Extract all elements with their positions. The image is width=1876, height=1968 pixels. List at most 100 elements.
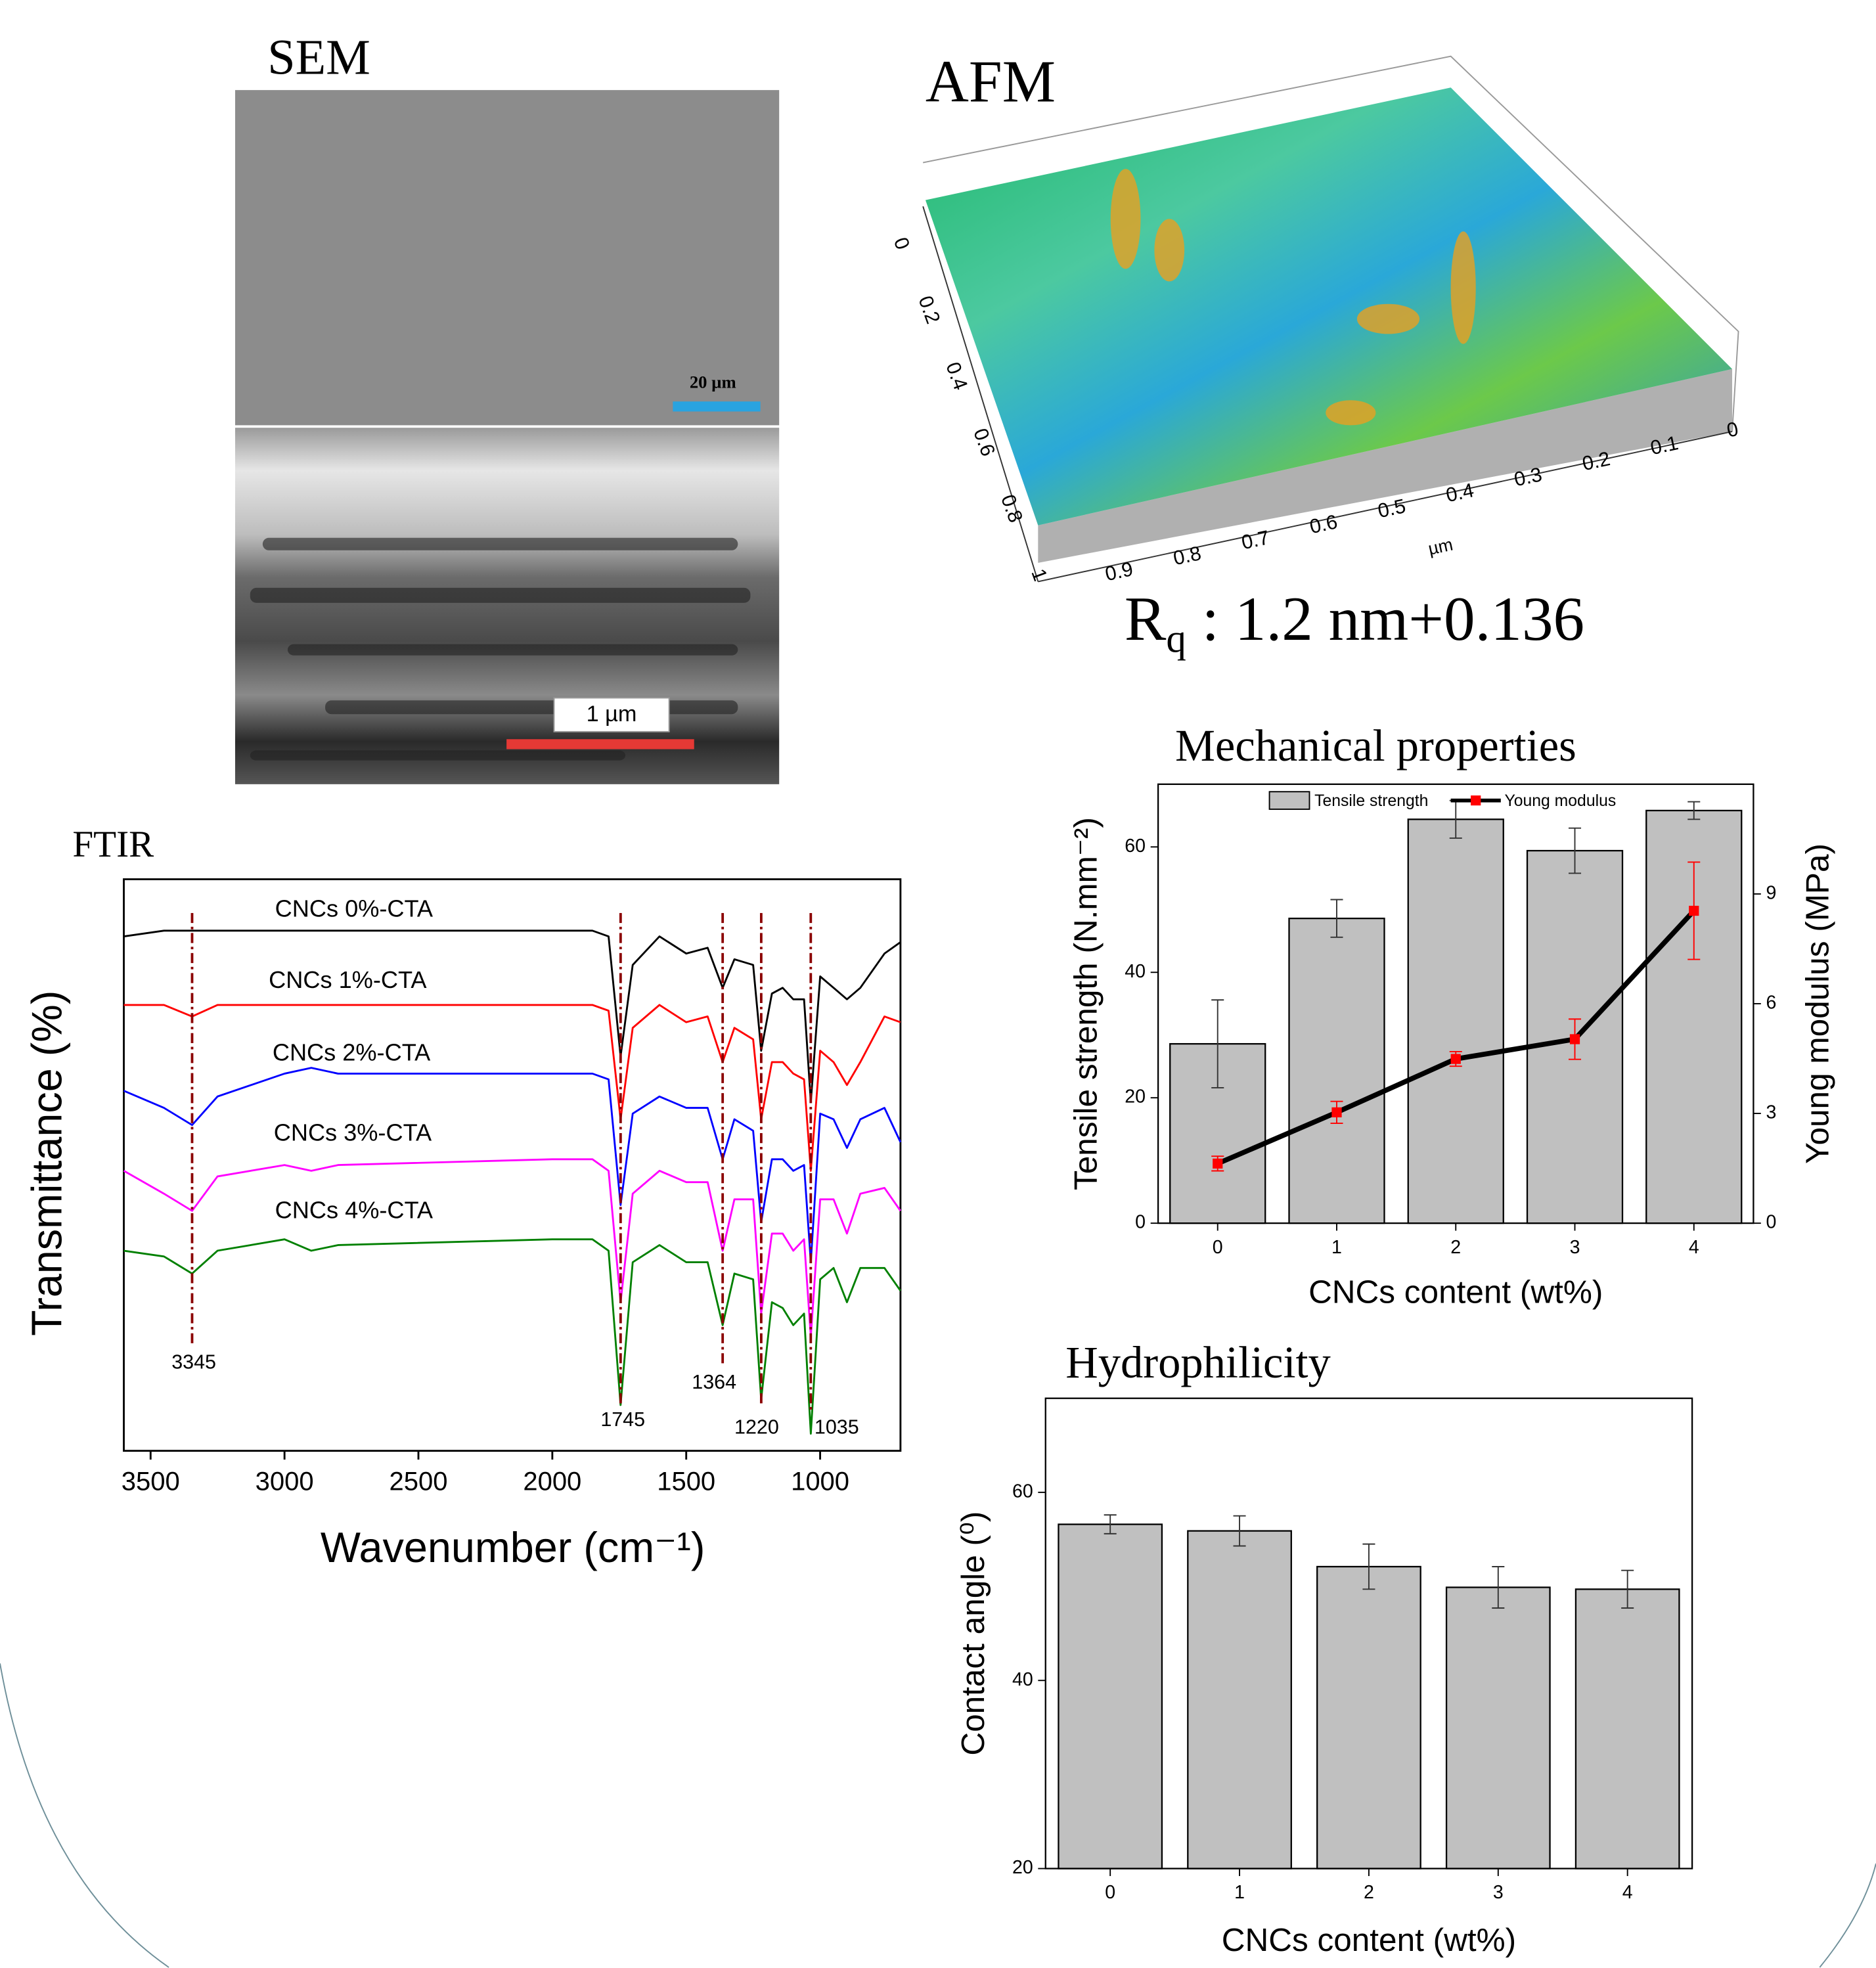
error-bar <box>1687 801 1701 820</box>
sem-layer <box>250 587 751 603</box>
spectrum <box>123 929 901 1104</box>
error-bar <box>1568 827 1582 874</box>
peak-label: 1745 <box>600 1408 645 1431</box>
legend-label: Tensile strength <box>1314 792 1428 810</box>
series-label: CNCs 0%-CTA <box>275 895 434 922</box>
y-tick-label: 60 <box>1012 1481 1033 1502</box>
x-axis-label: CNCs content (wt%) <box>1222 1922 1516 1958</box>
x-tick-label: 1000 <box>791 1467 849 1496</box>
afm-tick-label: 0 <box>1725 418 1741 442</box>
error-bar <box>1330 899 1343 938</box>
chart-title: Mechanical properties <box>1175 721 1576 771</box>
marker <box>1689 905 1699 916</box>
afm-tick-label: 0.8 <box>1171 542 1203 570</box>
decor-arc <box>0 1663 169 1968</box>
legend-marker <box>1471 795 1481 806</box>
afm-tick-label: 0.2 <box>914 293 944 326</box>
sem-layer <box>262 537 738 550</box>
afm-title: AFM <box>926 48 1056 114</box>
y-tick-label: 40 <box>1012 1669 1033 1690</box>
afm-base <box>1038 369 1733 563</box>
afm-tick-label: 0.6 <box>969 426 999 459</box>
y2-tick-label: 9 <box>1766 882 1776 903</box>
afm-tick-label: 0.4 <box>941 359 972 393</box>
series-label: CNCs 3%-CTA <box>274 1119 432 1146</box>
spectrum <box>123 1158 902 1338</box>
peak-label: 1035 <box>815 1416 859 1438</box>
x-tick-label: 2 <box>1450 1237 1461 1258</box>
x-axis-label: CNCs content (wt%) <box>1308 1274 1603 1310</box>
x-axis-label: Wavenumber (cm⁻¹) <box>321 1523 705 1571</box>
error-bar <box>1211 999 1224 1088</box>
afm-peak <box>1110 169 1141 269</box>
legend-swatch <box>1268 791 1310 810</box>
x-tick-label: 4 <box>1689 1237 1699 1258</box>
x-tick-label: 2 <box>1364 1882 1374 1903</box>
peak-label: 1364 <box>692 1371 736 1393</box>
y2-tick-label: 0 <box>1766 1212 1776 1233</box>
marker <box>1569 1034 1580 1044</box>
afm-peak <box>1154 219 1185 282</box>
series-label: CNCs 1%-CTA <box>269 966 427 993</box>
afm-unit: µm <box>1427 534 1455 558</box>
roughness-value: : 1.2 nm+0.136 <box>1186 584 1584 654</box>
afm-axis <box>1038 430 1733 583</box>
x-tick-label: 2500 <box>390 1467 448 1496</box>
roughness-symbol: R <box>1125 584 1167 654</box>
legend-label: Young modulus <box>1505 792 1617 810</box>
error-bar <box>1104 1514 1117 1534</box>
peak-label: 3345 <box>171 1351 216 1373</box>
marker <box>1331 1107 1342 1118</box>
sem-layer <box>250 750 625 761</box>
y2-tick-label: 3 <box>1766 1102 1776 1123</box>
x-tick-label: 0 <box>1105 1882 1115 1903</box>
afm-peak <box>1356 303 1420 334</box>
afm-tick-label: 0.8 <box>996 492 1027 526</box>
y-tick-label: 20 <box>1125 1086 1146 1107</box>
afm-tick-label: 0.9 <box>1103 558 1134 585</box>
y-tick-label: 20 <box>1012 1857 1033 1878</box>
chart-title: FTIR <box>72 824 154 865</box>
scale-label: 1 µm <box>587 702 637 727</box>
afm-tick-label: 0.3 <box>1512 463 1544 491</box>
afm-tick-label: 0.5 <box>1376 495 1408 522</box>
x-tick-label: 1500 <box>657 1467 715 1496</box>
y-axis-label: Tensile strength (N.mm⁻²) <box>1068 817 1104 1190</box>
spectrum <box>123 1067 902 1263</box>
x-tick-label: 1 <box>1234 1882 1245 1903</box>
y-tick-label: 0 <box>1135 1212 1146 1233</box>
afm-tick-label: 0.7 <box>1240 526 1271 554</box>
afm-tick-label: 0.2 <box>1580 447 1612 475</box>
peak-label: 1220 <box>734 1416 779 1438</box>
afm-tick-label: 0 <box>889 235 914 253</box>
y2-tick-label: 6 <box>1766 993 1776 1014</box>
sem-title: SEM <box>267 30 370 85</box>
x-tick-label: 0 <box>1213 1237 1223 1258</box>
error-bar <box>1362 1543 1375 1590</box>
afm-axis <box>922 206 1039 582</box>
bar <box>1574 1588 1680 1869</box>
plot-frame <box>123 878 902 1452</box>
scale-box <box>553 697 670 732</box>
error-bar <box>1492 1566 1505 1609</box>
plot-frame <box>1044 1397 1693 1869</box>
chart-title: Hydrophilicity <box>1065 1337 1331 1387</box>
y-tick-label: 60 <box>1125 836 1146 857</box>
sem-layer <box>325 700 738 715</box>
x-tick-label: 3 <box>1493 1882 1504 1903</box>
bar <box>1288 918 1385 1224</box>
x-tick-label: 3500 <box>122 1467 180 1496</box>
afm-tick-label: 0.1 <box>1649 432 1680 459</box>
scale-bar <box>673 401 761 412</box>
decor-arc <box>1819 1863 1876 1968</box>
x-tick-label: 3000 <box>256 1467 314 1496</box>
x-tick-label: 2000 <box>523 1467 581 1496</box>
bar <box>1445 1586 1551 1869</box>
marker <box>1450 1054 1461 1064</box>
sem-image-top <box>234 90 780 426</box>
marker <box>1213 1158 1223 1169</box>
bar <box>1187 1530 1292 1869</box>
spectrum <box>123 1238 902 1435</box>
